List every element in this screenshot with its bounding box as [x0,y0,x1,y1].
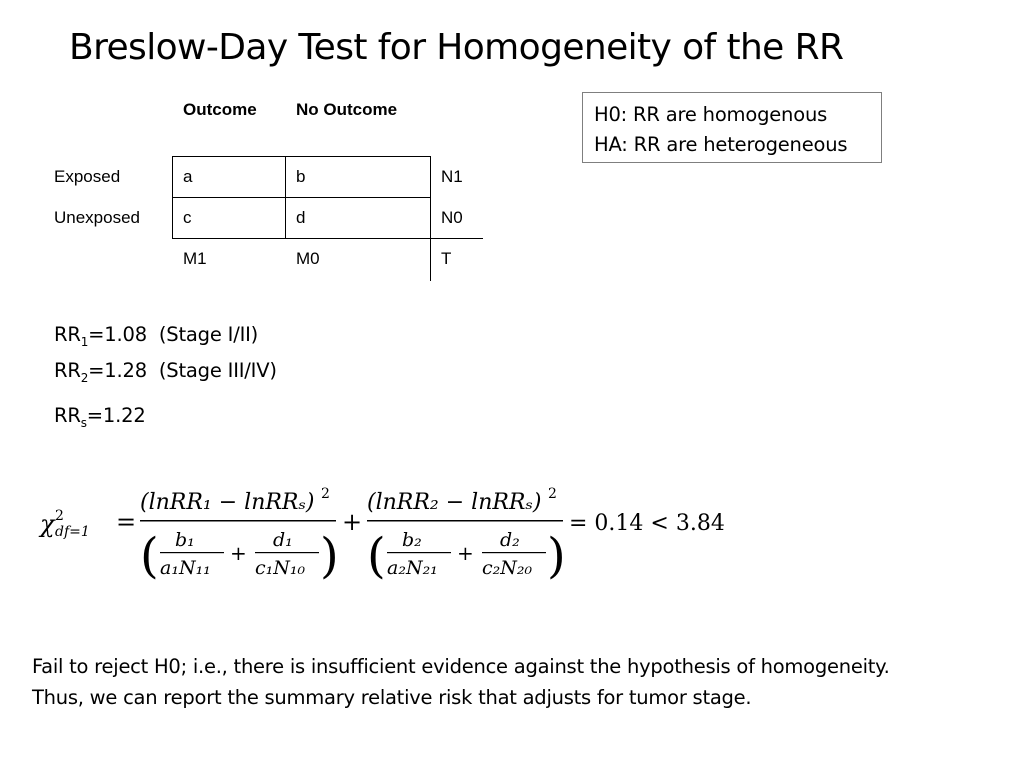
fraction-bar-b1 [160,552,224,554]
table-rule-right [430,156,431,281]
fraction-bar-2 [367,520,563,522]
close-paren-2: ) [547,528,566,584]
hypotheses-box: H0: RR are homogenous HA: RR are heterog… [582,92,882,163]
conclusion-line-2: Thus, we can report the summary relative… [32,686,752,709]
row-label-unexposed: Unexposed [54,208,141,227]
numerator-1-exponent: 2 [321,486,330,502]
row-label-exposed: Exposed [54,167,121,186]
cell-n0: N0 [441,208,463,227]
table-rule-left [172,156,173,239]
conclusion-text: Fail to reject H0; i.e., there is insuff… [32,651,890,713]
table-rule-top [172,156,430,157]
null-hypothesis: H0: RR are homogenous [594,103,828,126]
column-header-outcome: Outcome [183,100,257,119]
chi-symbol: χ [38,510,56,538]
fraction-bar-d2 [482,552,546,554]
c1-n10: c₁N₁₀ [255,557,305,579]
table-rule-center [285,156,286,239]
table-rule-middle [172,197,430,198]
cell-n1: N1 [441,167,463,186]
test-result: = 0.14 < 3.84 [569,511,725,536]
d1: d₁ [273,529,293,551]
numerator-2-exponent: 2 [548,486,557,502]
open-paren-2: ( [367,528,386,584]
a1-n11: a₁N₁₁ [160,557,211,579]
total-m1: M1 [183,249,207,268]
cell-c: c [183,208,192,227]
close-paren-1: ) [320,528,339,584]
total-t: T [441,249,452,268]
conclusion-line-1: Fail to reject H0; i.e., there is insuff… [32,655,890,678]
cell-a: a [183,167,193,186]
cell-b: b [296,167,306,186]
fraction-bar-b2 [387,552,451,554]
numerator-2: (lnRR₂ − lnRRₛ) [367,490,542,515]
fraction-bar-1 [140,520,336,522]
chi-superscript: 2 [55,508,64,524]
open-paren-1: ( [140,528,159,584]
chi-subscript: df=1 [55,524,90,540]
numerator-1: (lnRR₁ − lnRRₛ) [140,490,315,515]
plus-inner-1: + [230,541,247,565]
alternative-hypothesis: HA: RR are heterogeneous [594,133,848,156]
b2: b₂ [402,529,422,551]
plus-inner-2: + [457,541,474,565]
breslow-day-formula: χ 2 df=1 = (lnRR₁ − lnRRₛ) 2 ( b₁ a₁N₁₁ … [38,486,725,584]
column-header-no-outcome: No Outcome [296,100,398,119]
risk-ratio-stage-1-2: RR1=1.08 (Stage I/II) [54,323,259,349]
a2-n21: a₂N₂₁ [387,557,438,579]
total-m0: M0 [296,249,320,268]
b1: b₁ [175,529,195,551]
risk-ratio-stage-3-4: RR2=1.28 (Stage III/IV) [54,359,277,385]
c2-n20: c₂N₂₀ [482,557,532,579]
plus-outer: + [342,508,362,536]
fraction-bar-d1 [255,552,319,554]
slide-title: Breslow-Day Test for Homogeneity of the … [69,27,844,68]
equals-sign: = [116,508,136,536]
cell-d: d [296,208,306,227]
risk-ratio-summary: RRs=1.22 [54,404,146,430]
d2: d₂ [500,529,520,551]
table-rule-bottom [172,238,483,239]
